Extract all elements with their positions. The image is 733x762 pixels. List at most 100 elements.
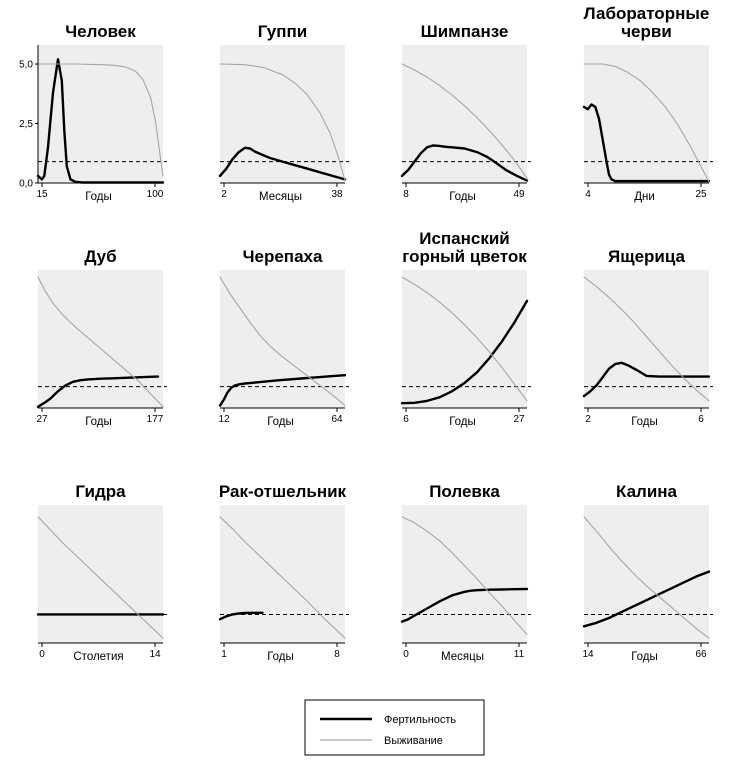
survival-line (583, 516, 710, 639)
survival-line (219, 276, 346, 407)
x-tick-label: 14 (582, 649, 594, 660)
plot-area (584, 505, 709, 643)
x-axis-label: Дни (634, 191, 655, 203)
plot-area (402, 505, 527, 643)
x-tick-label: 8 (403, 189, 409, 200)
x-axis-label: Годы (631, 416, 658, 428)
y-tick-label: 0,0 (19, 179, 33, 190)
x-tick-label: 4 (585, 189, 591, 200)
x-tick-label: 2 (585, 414, 591, 425)
x-tick-label: 8 (334, 649, 340, 660)
x-axis-label: Месяцы (441, 651, 484, 663)
fertility-line (582, 570, 711, 628)
x-tick-label: 0 (403, 649, 409, 660)
x-tick-label: 100 (147, 189, 164, 200)
plot-area (402, 45, 527, 183)
x-tick-label: 66 (695, 649, 707, 660)
x-axis-label: Годы (631, 651, 658, 663)
survival-line (219, 63, 346, 182)
survival-line (583, 276, 710, 402)
survival-line (37, 276, 164, 408)
x-tick-label: 25 (695, 189, 707, 200)
x-tick-label: 14 (149, 649, 161, 660)
legend-survival-label: Выживание (384, 735, 443, 747)
x-tick-label: 0 (39, 649, 45, 660)
chart-panel: Калина 14 66 Годы (582, 482, 713, 663)
chart-panel: Ящерица 2 6 Годы (582, 247, 713, 428)
chart-panel: Гуппи 2 38 Месяцы (218, 22, 349, 203)
x-axis-label: Годы (267, 651, 294, 663)
x-tick-label: 15 (36, 189, 48, 200)
chart-panel: Рак-отшельник 1 8 Годы (218, 482, 349, 663)
survival-line (37, 63, 164, 177)
fertility-line (218, 611, 264, 621)
chart-panel: Гидра 0 14 Столетия (36, 482, 167, 663)
chart-title: Черепаха (243, 247, 323, 266)
x-tick-label: 11 (514, 649, 525, 660)
x-axis-label: Годы (449, 416, 476, 428)
x-tick-label: 1 (221, 649, 227, 660)
y-tick-label: 2,5 (19, 119, 33, 130)
legend: Фертильность Выживание (304, 699, 485, 756)
chart-panel: Человек 15 100 Годы 5,0 2,5 0,0 (19, 22, 167, 203)
x-tick-label: 38 (331, 189, 343, 200)
chart-title: Рак-отшельник (219, 482, 347, 501)
x-tick-label: 12 (218, 414, 230, 425)
plot-area (402, 270, 527, 408)
survival-line (583, 63, 710, 183)
chart-title: Дуб (84, 247, 116, 266)
x-tick-label: 2 (221, 189, 227, 200)
fertility-line (36, 375, 160, 408)
chart-panel: Полевка 0 11 Месяцы (400, 482, 531, 663)
chart-title: Лабораторные (584, 4, 710, 23)
survival-line (37, 516, 164, 639)
survival-line (401, 516, 528, 636)
chart-title: Полевка (429, 482, 500, 501)
x-axis-label: Годы (267, 416, 294, 428)
legend-box (304, 699, 485, 756)
x-tick-label: 6 (403, 414, 409, 425)
x-tick-label: 27 (36, 414, 48, 425)
x-tick-label: 6 (698, 414, 704, 425)
fertility-line (400, 587, 529, 623)
legend-fertility-label: Фертильность (384, 714, 456, 726)
chart-title: Испанский (419, 229, 510, 248)
chart-title: Ящерица (608, 247, 686, 266)
fertility-line (218, 146, 347, 181)
plot-area (220, 45, 345, 183)
chart-title: Гуппи (258, 22, 307, 41)
chart-title: Шимпанзе (421, 22, 509, 41)
plot-area (38, 505, 163, 643)
x-tick-label: 27 (513, 414, 525, 425)
chart-title: Калина (616, 482, 678, 501)
survival-line (401, 63, 528, 179)
fertility-line (400, 144, 529, 182)
chart-title: горный цветок (402, 247, 527, 266)
survival-line (219, 516, 346, 639)
fertility-line (582, 361, 711, 398)
plot-area (584, 45, 709, 183)
x-axis-label: Годы (449, 191, 476, 203)
x-tick-label: 64 (331, 414, 343, 425)
plot-area (220, 270, 345, 408)
x-tick-label: 177 (147, 414, 164, 425)
fertility-line (582, 103, 711, 183)
x-axis-label: Годы (85, 416, 112, 428)
chart-panel: Шимпанзе 8 49 Годы (400, 22, 531, 203)
chart-title: черви (621, 22, 672, 41)
chart-title: Человек (65, 22, 136, 41)
fertility-line (400, 299, 529, 405)
survival-line (401, 276, 528, 402)
plot-area (220, 505, 345, 643)
x-axis-label: Месяцы (259, 191, 302, 203)
fertility-line (218, 374, 347, 407)
y-tick-label: 5,0 (19, 60, 33, 71)
chart-title: Гидра (75, 482, 126, 501)
chart-panel: Черепаха 12 64 Годы (218, 247, 349, 428)
chart-panel: Дуб 27 177 Годы (36, 247, 167, 428)
x-tick-label: 49 (513, 189, 525, 200)
plot-area (584, 270, 709, 408)
